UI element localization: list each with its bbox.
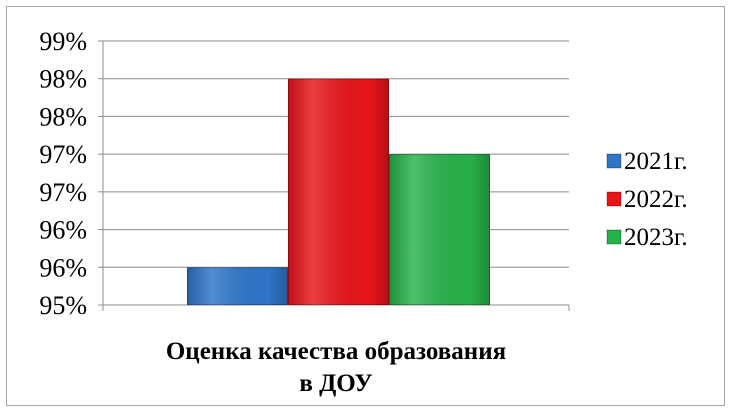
y-tick-label: 97% (39, 178, 87, 207)
bar-2022г. (288, 78, 389, 306)
bar-chart: 95% 96% 96% 97% 97% 98% 98% 99% Оценка качества… (39, 27, 688, 397)
legend-item: 2022г. (606, 186, 688, 213)
bars (187, 78, 490, 306)
bar-2023г. (389, 154, 490, 305)
legend-item: 2021г. (606, 148, 688, 175)
legend-swatch (606, 191, 622, 207)
y-tick-label: 99% (39, 27, 87, 56)
y-tick-label: 96% (39, 253, 87, 282)
legend-label: 2021г. (624, 148, 688, 175)
legend-label: 2023г. (624, 224, 688, 251)
y-tick-label: 97% (39, 140, 87, 169)
legend-swatch (606, 153, 622, 169)
bar-shading (187, 267, 288, 305)
bar-shading (288, 78, 389, 305)
bar-shading (389, 154, 490, 305)
legend-label: 2022г. (624, 186, 688, 213)
chart-frame: 95% 96% 96% 97% 97% 98% 98% 99% Оценка качества… (6, 6, 725, 406)
bar-outline (288, 78, 389, 306)
y-tick-label: 96% (39, 216, 87, 245)
category-label-line: Оценка качества образования (166, 338, 506, 365)
y-tick-label: 98% (39, 65, 87, 94)
bar-outline (187, 267, 288, 305)
y-tick-label: 95% (39, 291, 87, 320)
category-label-line: в ДОУ (299, 370, 372, 397)
y-tick-labels: 95% 96% 96% 97% 97% 98% 98% 99% (39, 27, 87, 320)
legend-swatch (606, 229, 622, 245)
bar-2021г. (187, 267, 288, 305)
bar-outline (389, 154, 490, 305)
legend-item: 2023г. (606, 224, 688, 251)
legend: 2021г. 2022г. 2023г. (606, 148, 688, 251)
category-label: Оценка качества образования в ДОУ (166, 338, 506, 397)
y-tick-label: 98% (39, 102, 87, 131)
